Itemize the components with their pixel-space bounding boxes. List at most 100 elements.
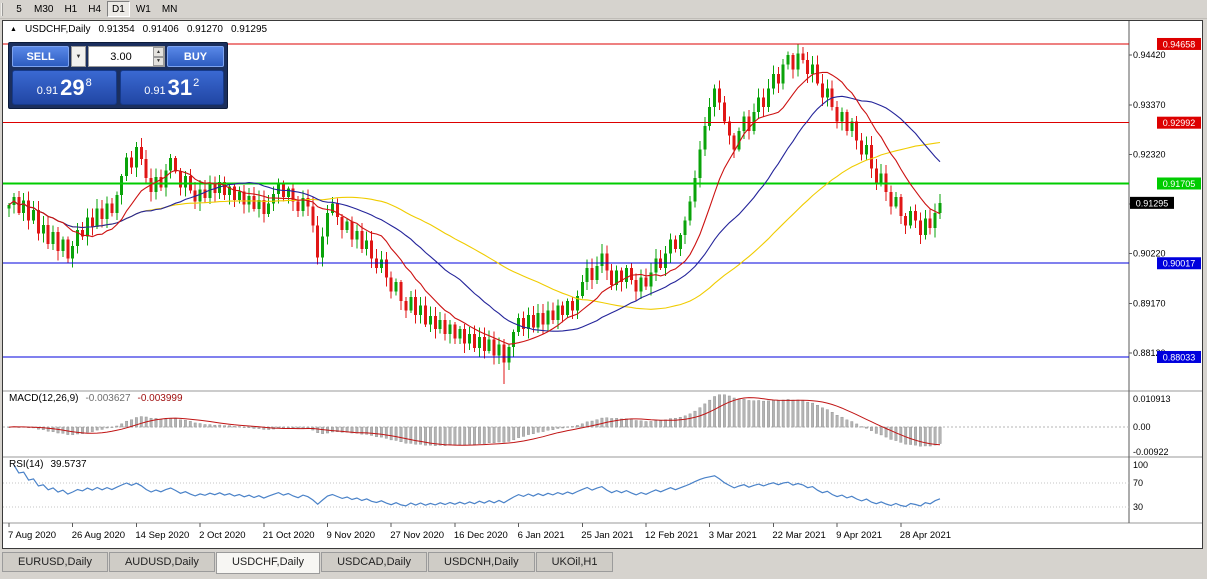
macd-histogram-bar	[590, 420, 594, 428]
candle-body	[252, 196, 256, 210]
candle-body	[507, 347, 511, 363]
svg-text:22 Mar 2021: 22 Mar 2021	[772, 530, 825, 541]
macd-histogram-bar	[674, 418, 677, 428]
candle-body	[326, 213, 329, 237]
macd-histogram-bar	[291, 426, 295, 429]
chart-tab-usdcad-daily[interactable]: USDCAD,Daily	[321, 552, 428, 572]
volume-increase-button[interactable]: ▲	[153, 47, 164, 57]
macd-histogram-bar	[223, 425, 226, 428]
macd-histogram-bar	[644, 421, 648, 428]
candle-body	[522, 317, 525, 330]
macd-histogram-bar	[473, 426, 476, 445]
macd-histogram-bar	[198, 423, 202, 428]
macd-title: MACD(12,26,9)	[9, 393, 79, 404]
candle-body	[590, 267, 594, 281]
candle-body	[41, 224, 45, 234]
candle-body	[384, 259, 388, 278]
bid-price-big: 29	[60, 74, 85, 100]
candle-body	[335, 203, 339, 217]
sell-button[interactable]: SELL	[12, 46, 69, 67]
macd-histogram-bar	[384, 426, 388, 439]
candle-body	[874, 168, 878, 183]
volume-value: 3.00	[110, 50, 132, 63]
candle-body	[933, 213, 937, 229]
chart-tab-usdchf-daily[interactable]: USDCHF,Daily	[215, 552, 321, 574]
macd-histogram-bar	[732, 397, 736, 428]
chart-info-line: ▲ USDCHF,Daily 0.91354 0.91406 0.91270 0…	[10, 24, 267, 35]
candle-body	[713, 88, 717, 108]
candle-body	[580, 282, 584, 297]
macd-histogram-bar	[816, 404, 819, 428]
collapse-triangle-icon[interactable]: ▲	[10, 25, 17, 33]
svg-text:7 Aug 2020: 7 Aug 2020	[8, 530, 56, 541]
candle-body	[571, 300, 574, 311]
level-price-label[interactable]	[1157, 257, 1201, 270]
sell-price-button[interactable]: 0.91 29 8	[12, 70, 117, 105]
macd-histogram-bar	[71, 426, 75, 436]
macd-histogram-bar	[404, 426, 408, 444]
macd-histogram-bar	[620, 418, 623, 428]
macd-histogram-bar	[208, 424, 212, 428]
macd-histogram-bar	[649, 421, 653, 428]
candle-body	[340, 216, 344, 231]
period-button-h4[interactable]: H4	[83, 1, 107, 17]
candle-body	[693, 178, 697, 202]
macd-histogram-bar	[409, 426, 413, 444]
candle-body	[678, 234, 682, 249]
period-button-h1[interactable]: H1	[59, 1, 83, 17]
candle-body	[585, 267, 589, 283]
macd-histogram-bar	[772, 399, 775, 428]
period-button-d1[interactable]: D1	[107, 1, 130, 17]
chart-tab-eurusd-daily[interactable]: EURUSD,Daily	[2, 552, 108, 572]
volume-decrease-button[interactable]: ▼	[153, 56, 164, 66]
period-button-mn[interactable]: MN	[156, 1, 183, 17]
period-button-w1[interactable]: W1	[130, 1, 156, 17]
moving-average-line	[8, 141, 941, 310]
candle-body	[134, 146, 138, 168]
level-price-label[interactable]	[1157, 177, 1201, 190]
candle-body	[360, 230, 364, 249]
chart-tab-ukoil-h1[interactable]: UKOil,H1	[535, 552, 614, 572]
candle-body	[394, 282, 398, 292]
candle-body	[776, 74, 780, 84]
candle-body	[433, 316, 437, 330]
candle-body	[855, 121, 859, 141]
candle-body	[918, 220, 922, 235]
candle-body	[473, 333, 476, 349]
macd-histogram-bar	[664, 419, 668, 428]
rsi-title: RSI(14)	[9, 459, 44, 470]
macd-histogram-bar	[282, 426, 285, 429]
macd-histogram-bar	[884, 426, 888, 438]
period-button-m30[interactable]: M30	[29, 1, 59, 17]
candle-body	[61, 239, 65, 251]
chart-tab-audusd-daily[interactable]: AUDUSD,Daily	[108, 552, 215, 572]
candle-body	[801, 53, 805, 60]
level-price-label[interactable]	[1157, 116, 1201, 129]
macd-histogram-bar	[615, 418, 619, 428]
candle-body	[497, 344, 501, 356]
ask-price-prefix: 0.91	[144, 85, 166, 97]
toolbar-drag-handle[interactable]	[1, 2, 6, 16]
period-button-5[interactable]: 5	[10, 1, 28, 17]
candle-body	[105, 203, 109, 220]
volume-dropdown-button[interactable]: ▼	[71, 46, 86, 67]
volume-field[interactable]: 3.00 ▲ ▼	[88, 46, 165, 67]
candle-body	[899, 196, 903, 216]
macd-histogram-bar	[512, 426, 516, 441]
macd-histogram-bar	[507, 426, 511, 442]
candle-body	[639, 277, 643, 292]
macd-histogram-bar	[571, 426, 574, 428]
buy-price-button[interactable]: 0.91 31 2	[119, 70, 224, 105]
level-price-label[interactable]	[1157, 350, 1201, 363]
price-chart[interactable]: 0.944200.933700.923200.912700.902200.891…	[3, 21, 1202, 548]
buy-button[interactable]: BUY	[167, 46, 224, 67]
macd-histogram-bar	[120, 423, 124, 428]
candle-body	[272, 194, 276, 204]
svg-text:0.90017: 0.90017	[1163, 259, 1196, 269]
candle-body	[458, 329, 462, 339]
chart-tab-usdcnh-daily[interactable]: USDCNH,Daily	[428, 552, 535, 572]
macd-histogram-bar	[247, 426, 251, 428]
level-price-label[interactable]	[1157, 37, 1201, 50]
chart-window[interactable]: 0.944200.933700.923200.912700.902200.891…	[2, 20, 1203, 549]
macd-histogram-bar	[938, 426, 942, 444]
